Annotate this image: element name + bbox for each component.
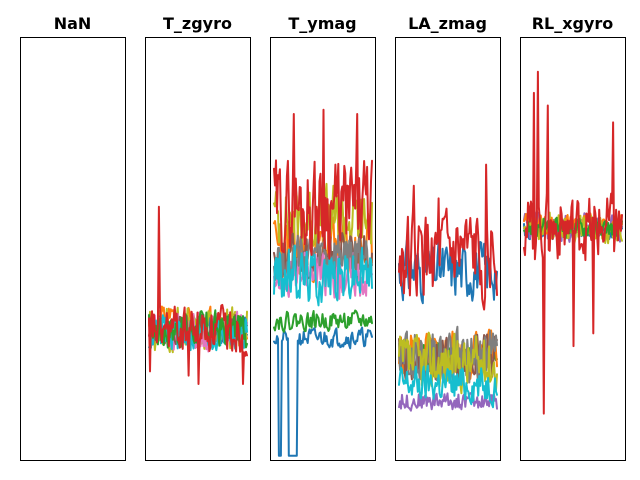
- panel-0-frame: [20, 37, 126, 461]
- panel-2-series-line-8: [273, 108, 373, 260]
- panel-title-2: T_ymag: [288, 14, 356, 33]
- panel-3-series-line-3: [398, 391, 498, 412]
- panel-3-series-line-8: [398, 163, 498, 311]
- panel-3-frame: [395, 37, 501, 461]
- panel-3-series: [398, 163, 498, 412]
- panel-0: NaN: [20, 14, 126, 461]
- panel-2-series-line-1: [273, 309, 373, 333]
- panel-title-1: T_zgyro: [163, 14, 232, 33]
- panel-2-series-line-0: [273, 326, 373, 457]
- panel-2-series-line-7: [273, 244, 373, 307]
- panel-1: T_zgyro: [145, 14, 251, 461]
- panel-4-frame: [520, 37, 626, 461]
- panel-2: T_ymag: [270, 14, 376, 461]
- panel-4: RL_xgyro: [520, 14, 626, 461]
- panel-title-3: LA_zmag: [408, 14, 487, 33]
- panel-3: LA_zmag: [395, 14, 501, 461]
- panel-4-series-line-5: [523, 70, 623, 415]
- panel-2-series: [273, 108, 373, 457]
- panel-title-4: RL_xgyro: [532, 14, 614, 33]
- panel-4-series: [523, 70, 623, 415]
- panel-1-frame: [145, 37, 251, 461]
- panel-3-series-line-7: [398, 364, 498, 409]
- panel-3-series-line-6: [398, 331, 498, 395]
- panel-1-series: [148, 205, 248, 385]
- panel-1-series-line-7: [148, 205, 248, 385]
- panel-title-0: NaN: [54, 14, 92, 33]
- panel-2-frame: [270, 37, 376, 461]
